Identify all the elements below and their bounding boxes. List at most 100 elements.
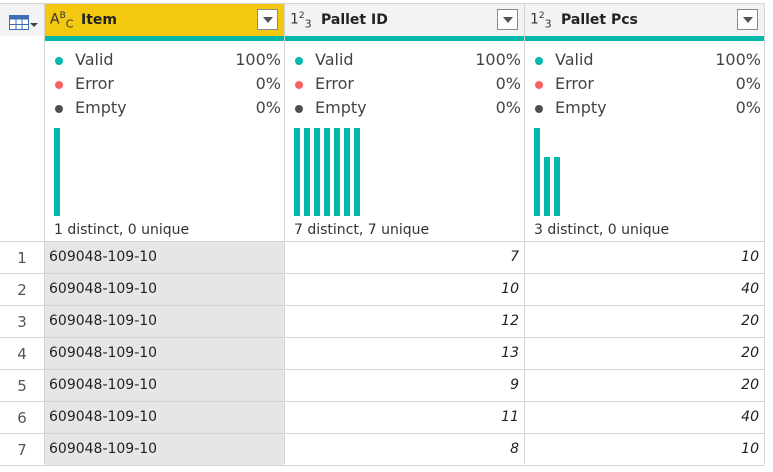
cell-item[interactable]: 609048-109-10: [45, 434, 284, 465]
quality-error-label: Error: [555, 74, 594, 93]
cell-item[interactable]: 609048-109-10: [45, 274, 284, 305]
table-icon: [9, 15, 29, 30]
error-dot-icon: [535, 81, 543, 89]
error-dot-icon: [295, 81, 303, 89]
cell-pallet-id[interactable]: 12: [501, 313, 519, 329]
grid-line: [0, 273, 765, 274]
cell-item[interactable]: 609048-109-10: [45, 370, 284, 401]
valid-dot-icon: [295, 57, 303, 65]
column-header-pallet-id[interactable]: 123 Pallet ID: [285, 4, 524, 36]
grid-line: [0, 337, 765, 338]
column-filter-dropdown[interactable]: [737, 9, 758, 30]
quality-valid-label: Valid: [555, 50, 594, 69]
distribution-bar[interactable]: [334, 128, 340, 216]
cell-pallet-id[interactable]: 13: [501, 345, 519, 361]
row-number[interactable]: 1: [17, 249, 27, 267]
distribution-bar[interactable]: [534, 128, 540, 216]
grid-line: [0, 433, 765, 434]
column-quality-bar: [525, 36, 764, 41]
cell-pallet-pcs[interactable]: 40: [741, 409, 759, 425]
cell-item[interactable]: 609048-109-10: [45, 306, 284, 337]
grid-line: [0, 241, 765, 242]
quality-empty-label: Empty: [315, 98, 367, 117]
cell-item[interactable]: 609048-109-10: [45, 402, 284, 433]
distribution-bar[interactable]: [324, 128, 330, 216]
distribution-bar[interactable]: [294, 128, 300, 216]
quality-error-percent: 0%: [735, 74, 761, 93]
quality-valid-row: Valid 100%: [535, 48, 761, 72]
distribution-bar[interactable]: [554, 157, 560, 216]
cell-pallet-id[interactable]: 8: [510, 441, 519, 457]
distribution-bar[interactable]: [354, 128, 360, 216]
column-filter-dropdown[interactable]: [257, 9, 278, 30]
row-number[interactable]: 5: [17, 377, 27, 395]
quality-valid-percent: 100%: [235, 50, 281, 69]
grid-line: [764, 4, 765, 464]
distinct-summary: 3 distinct, 0 unique: [534, 222, 670, 238]
row-number[interactable]: 6: [17, 409, 27, 427]
quality-error-percent: 0%: [255, 74, 281, 93]
column-quality-bar: [45, 36, 284, 41]
row-number[interactable]: 4: [17, 345, 27, 363]
column-header-item[interactable]: ABC Item: [45, 4, 284, 36]
cell-pallet-pcs[interactable]: 40: [741, 281, 759, 297]
quality-error-row: Error 0%: [55, 72, 281, 96]
cell-pallet-id[interactable]: 9: [510, 377, 519, 393]
cell-item[interactable]: 609048-109-10: [45, 242, 284, 273]
column-quality-bar: [285, 36, 524, 41]
cell-item-value: 609048-109-10: [49, 281, 158, 297]
valid-dot-icon: [55, 57, 63, 65]
cell-item-value: 609048-109-10: [49, 313, 158, 329]
quality-empty-row: Empty 0%: [295, 96, 521, 120]
quality-empty-label: Empty: [555, 98, 607, 117]
chevron-down-icon: [263, 17, 273, 23]
quality-valid-percent: 100%: [475, 50, 521, 69]
distribution-bar[interactable]: [314, 128, 320, 216]
column-title: Item: [81, 12, 117, 28]
column-profile-pallet-pcs: Valid 100% Error 0% Empty 0% 3 distinct, 0 uni…: [525, 41, 764, 241]
column-profile-item: Valid 100% Error 0% Empty 0% 1 distinct, 0 uni…: [45, 41, 284, 241]
column-profile-pallet-id: Valid 100% Error 0% Empty 0% 7 distinct, 7 uni…: [285, 41, 524, 241]
column-title: Pallet ID: [321, 12, 388, 28]
column-header-pallet-pcs[interactable]: 123 Pallet Pcs: [525, 4, 764, 36]
quality-error-label: Error: [315, 74, 354, 93]
cell-pallet-id[interactable]: 10: [501, 281, 519, 297]
row-number[interactable]: 3: [17, 313, 27, 331]
table-menu-button[interactable]: [0, 4, 44, 36]
distinct-summary: 7 distinct, 7 unique: [294, 222, 430, 238]
grid-line: [44, 4, 45, 464]
cell-pallet-pcs[interactable]: 10: [741, 441, 759, 457]
cell-item[interactable]: 609048-109-10: [45, 338, 284, 369]
cell-pallet-id[interactable]: 11: [501, 409, 519, 425]
cell-pallet-id[interactable]: 7: [510, 249, 519, 265]
quality-empty-percent: 0%: [495, 98, 521, 117]
cell-pallet-pcs[interactable]: 20: [741, 345, 759, 361]
quality-error-row: Error 0%: [535, 72, 761, 96]
grid-line: [0, 305, 765, 306]
column-title: Pallet Pcs: [561, 12, 638, 28]
cell-pallet-pcs[interactable]: 10: [741, 249, 759, 265]
valid-dot-icon: [535, 57, 543, 65]
cell-item-value: 609048-109-10: [49, 441, 158, 457]
row-number[interactable]: 2: [17, 281, 27, 299]
quality-error-label: Error: [75, 74, 114, 93]
distribution-bar[interactable]: [304, 128, 310, 216]
row-number[interactable]: 7: [17, 441, 27, 459]
quality-valid-row: Valid 100%: [55, 48, 281, 72]
column-filter-dropdown[interactable]: [497, 9, 518, 30]
distribution-bar[interactable]: [54, 128, 60, 216]
distribution-bar[interactable]: [544, 157, 550, 216]
distribution-bar[interactable]: [344, 128, 350, 216]
quality-valid-row: Valid 100%: [295, 48, 521, 72]
cell-pallet-pcs[interactable]: 20: [741, 313, 759, 329]
number-type-icon: 123: [530, 11, 552, 31]
quality-error-percent: 0%: [495, 74, 521, 93]
grid-line: [524, 4, 525, 464]
grid-line: [284, 4, 285, 464]
cell-item-value: 609048-109-10: [49, 345, 158, 361]
cell-item-value: 609048-109-10: [49, 249, 158, 265]
distinct-summary: 1 distinct, 0 unique: [54, 222, 190, 238]
grid-line: [0, 401, 765, 402]
cell-pallet-pcs[interactable]: 20: [741, 377, 759, 393]
